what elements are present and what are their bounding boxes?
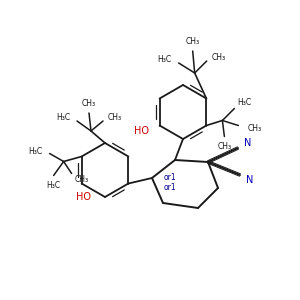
Text: CH₃: CH₃ bbox=[75, 175, 89, 184]
Text: CH₃: CH₃ bbox=[217, 142, 231, 151]
Text: CH₃: CH₃ bbox=[108, 112, 122, 122]
Text: H₃C: H₃C bbox=[46, 181, 61, 190]
Text: CH₃: CH₃ bbox=[186, 37, 200, 46]
Text: N: N bbox=[246, 175, 254, 185]
Text: HO: HO bbox=[134, 125, 149, 136]
Text: or1: or1 bbox=[164, 173, 176, 182]
Text: CH₃: CH₃ bbox=[212, 52, 226, 62]
Text: H₃C: H₃C bbox=[56, 112, 70, 122]
Text: CH₃: CH₃ bbox=[82, 98, 96, 107]
Text: H₃C: H₃C bbox=[28, 147, 43, 156]
Text: CH₃: CH₃ bbox=[247, 124, 261, 133]
Text: N: N bbox=[244, 138, 252, 148]
Text: or1: or1 bbox=[164, 184, 176, 193]
Text: H₃C: H₃C bbox=[158, 55, 172, 64]
Text: HO: HO bbox=[76, 193, 91, 202]
Text: H₃C: H₃C bbox=[237, 98, 251, 107]
